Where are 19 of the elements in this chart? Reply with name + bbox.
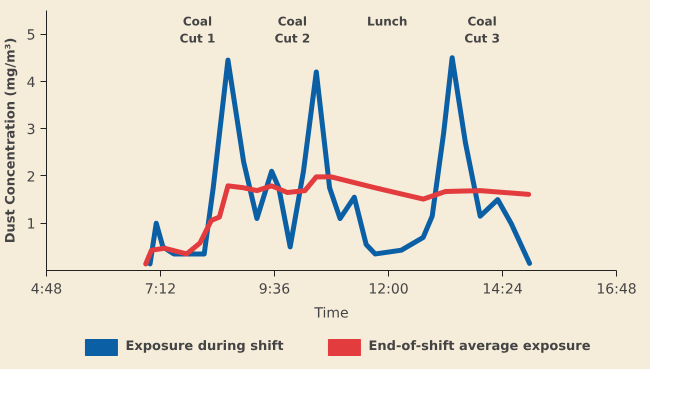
annotation: Coal Cut 1 bbox=[180, 14, 216, 46]
x-tick-label: 12:00 bbox=[368, 282, 409, 298]
annotation: Coal Cut 2 bbox=[274, 14, 310, 46]
x-tick-label: 16:48 bbox=[596, 282, 637, 298]
y-tick-label: 3 bbox=[26, 122, 36, 138]
x-tick-label: 14:24 bbox=[482, 282, 523, 298]
legend-label: End-of-shift average exposure bbox=[368, 339, 591, 354]
x-tick-label: 9:36 bbox=[258, 282, 290, 298]
x-tick-label: 4:48 bbox=[30, 282, 62, 298]
y-tick-label: 4 bbox=[26, 74, 36, 91]
y-tick-label: 1 bbox=[26, 216, 36, 233]
y-axis-title: Dust Concentration (mg/m³) bbox=[4, 38, 19, 244]
annotation: Lunch bbox=[367, 14, 408, 28]
legend-label: Exposure during shift bbox=[125, 339, 284, 354]
annotation: Coal Cut 3 bbox=[464, 14, 500, 46]
x-tick-label: 7:12 bbox=[144, 282, 176, 298]
y-tick-label: 2 bbox=[26, 169, 36, 186]
x-axis-title: Time bbox=[313, 306, 349, 322]
y-tick-label: 5 bbox=[26, 28, 36, 44]
